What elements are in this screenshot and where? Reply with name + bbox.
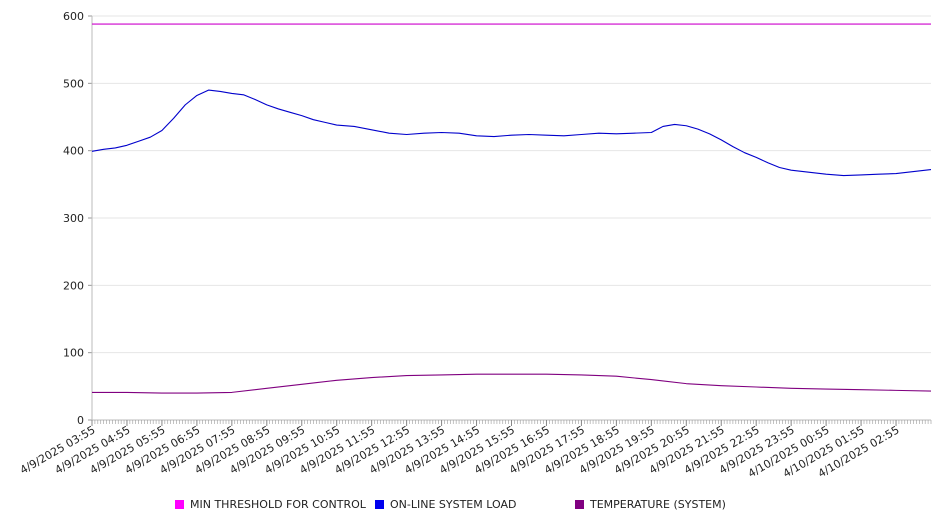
legend-swatch-system-load (375, 500, 384, 509)
legend-label-system-load: ON-LINE SYSTEM LOAD (390, 498, 517, 511)
legend: MIN THRESHOLD FOR CONTROL ON-LINE SYSTEM… (0, 498, 946, 514)
y-tick-label-0: 0 (77, 414, 84, 427)
y-tick-label-400: 400 (63, 145, 84, 158)
legend-label-temperature: TEMPERATURE (SYSTEM) (590, 498, 726, 511)
legend-item-system-load[interactable]: ON-LINE SYSTEM LOAD (375, 498, 516, 511)
x-axis: 4/9/2025 03:554/9/2025 04:554/9/2025 05:… (18, 419, 932, 480)
y-tick-label-500: 500 (63, 77, 84, 90)
y-tick-label-200: 200 (63, 279, 84, 292)
y-tick-label-300: 300 (63, 212, 84, 225)
legend-swatch-temperature (575, 500, 584, 509)
legend-swatch-min-threshold (175, 500, 184, 509)
y-axis: 0 100 200 300 400 500 600 (63, 10, 93, 427)
series-line-temperature (92, 373, 932, 394)
legend-label-min-threshold: MIN THRESHOLD FOR CONTROL (190, 498, 366, 511)
series-line-system-load (91, 89, 932, 177)
grid-lines (92, 15, 931, 354)
y-tick-label-100: 100 (63, 347, 84, 360)
legend-item-min-threshold[interactable]: MIN THRESHOLD FOR CONTROL (175, 498, 366, 511)
series-lines (91, 23, 932, 394)
legend-item-temperature[interactable]: TEMPERATURE (SYSTEM) (575, 498, 726, 511)
y-tick-label-600: 600 (63, 10, 84, 23)
